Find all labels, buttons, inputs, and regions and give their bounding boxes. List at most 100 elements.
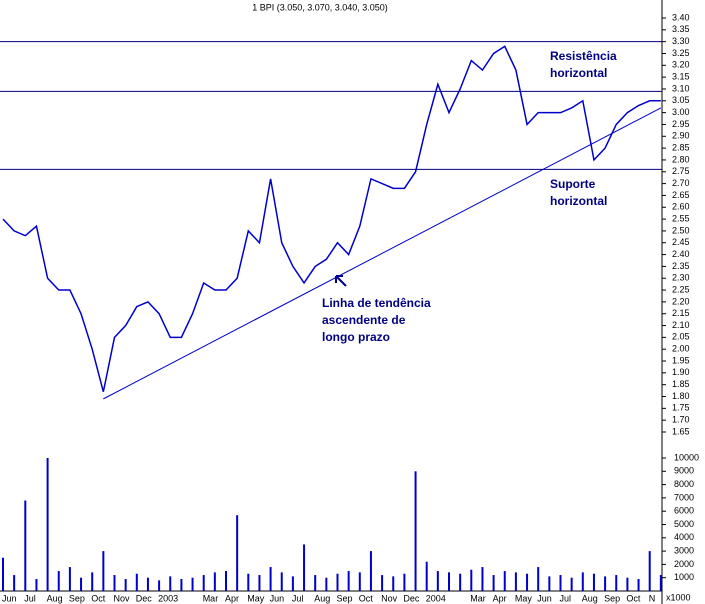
annotation: horizontal [550, 194, 607, 208]
volume-bar [537, 567, 540, 591]
volume-bar [347, 571, 350, 591]
volume-bar [191, 577, 194, 591]
y-tick-label: 9000 [674, 466, 694, 476]
volume-bar [659, 575, 662, 591]
volume-bar [526, 573, 529, 591]
volume-bar [213, 572, 216, 591]
volume-bar [604, 576, 607, 591]
x-tick-label: Jul [24, 593, 36, 603]
y-tick-label: 4000 [674, 532, 694, 542]
volume-bar [325, 577, 328, 591]
volume-bar [492, 575, 495, 591]
y-tick-label: 2.40 [672, 249, 690, 259]
y-tick-label: 2.30 [672, 273, 690, 283]
y-tick-label: 3.35 [672, 24, 690, 34]
volume-bar [24, 500, 27, 591]
volume-bar [403, 573, 406, 591]
x-tick-label: Oct [359, 593, 374, 603]
x-tick-label: Nov [114, 593, 131, 603]
y-tick-label: 2.65 [672, 190, 690, 200]
y-tick-label: 1.85 [672, 379, 690, 389]
y-tick-label: 10000 [674, 452, 699, 462]
volume-bar [113, 575, 116, 591]
y-tick-label: 3.00 [672, 107, 690, 117]
volume-bar [303, 544, 306, 591]
volume-bar [2, 557, 4, 591]
volume-bar [481, 567, 484, 591]
volume-bar [135, 573, 138, 591]
x-tick-label: Aug [47, 593, 63, 603]
y-tick-label: 3.05 [672, 95, 690, 105]
volume-bar [369, 551, 372, 591]
volume-bar [581, 572, 584, 591]
annotation: Resistência [550, 49, 617, 63]
volume-bar [559, 575, 562, 591]
volume-bar [102, 551, 105, 591]
volume-bar [459, 573, 462, 591]
x-tick-label: 2004 [426, 593, 446, 603]
y-tick-label: 3.15 [672, 72, 690, 82]
x-tick-label: Jun [2, 593, 17, 603]
volume-bar [648, 551, 651, 591]
x-tick-label: Dec [136, 593, 153, 603]
volume-bar [291, 576, 294, 591]
y-tick-label: 6000 [674, 506, 694, 516]
y-tick-label: 2.60 [672, 202, 690, 212]
y-tick-label: 1000 [674, 572, 694, 582]
volume-bar [80, 577, 83, 591]
volume-bar [91, 572, 94, 591]
x-tick-label: Aug [582, 593, 598, 603]
y-tick-label: 3000 [674, 545, 694, 555]
y-tick-label: 2.45 [672, 237, 690, 247]
y-tick-label: 2.50 [672, 225, 690, 235]
volume-bar [269, 567, 272, 591]
x-tick-label: Jul [292, 593, 304, 603]
volume-bar [637, 579, 640, 591]
volume-bar [592, 573, 595, 591]
y-tick-label: 2.20 [672, 296, 690, 306]
y-tick-label: 8000 [674, 479, 694, 489]
volume-bar [425, 561, 428, 591]
volume-bar [314, 575, 317, 591]
volume-bar [225, 571, 227, 591]
y-tick-label: 2.00 [672, 344, 690, 354]
volume-bar [358, 572, 361, 591]
y-tick-label: 2.05 [672, 332, 690, 342]
x-tick-label: May [515, 593, 533, 603]
volume-bar [570, 577, 573, 591]
annotation: Suporte [550, 177, 596, 191]
volume-bar [336, 573, 339, 591]
y-tick-label: 3.30 [672, 36, 690, 46]
x-tick-label: Oct [91, 593, 106, 603]
volume-bar [124, 579, 127, 591]
volume-bar [414, 471, 417, 591]
y-tick-label: 2.85 [672, 142, 690, 152]
unit-label: x1000 [666, 592, 691, 602]
x-tick-label: Sep [604, 593, 620, 603]
volume-bar [436, 571, 439, 591]
annotation: horizontal [550, 66, 607, 80]
y-tick-label: 1.90 [672, 367, 690, 377]
x-tick-label: 2003 [158, 593, 178, 603]
x-tick-label: Jun [537, 593, 552, 603]
x-tick-label: Dec [403, 593, 420, 603]
volume-bar [46, 458, 49, 591]
x-tick-label: Oct [626, 593, 641, 603]
volume-bar [470, 569, 473, 591]
y-tick-label: 2.35 [672, 261, 690, 271]
x-tick-label: Sep [69, 593, 85, 603]
x-tick-label: Mar [470, 593, 486, 603]
volume-bar [202, 575, 205, 591]
volume-bar [503, 571, 506, 591]
volume-bar [626, 577, 629, 591]
volume-bar [548, 576, 551, 591]
volume-bar [35, 579, 38, 591]
y-tick-label: 3.25 [672, 48, 690, 58]
volume-bar [615, 575, 618, 591]
chart-title: 1 BPI (3.050, 3.070, 3.040, 3.050) [252, 2, 388, 12]
annotation: longo prazo [322, 330, 390, 344]
x-tick-label: Jun [270, 593, 285, 603]
y-tick-label: 2.80 [672, 154, 690, 164]
x-tick-label: Mar [203, 593, 219, 603]
